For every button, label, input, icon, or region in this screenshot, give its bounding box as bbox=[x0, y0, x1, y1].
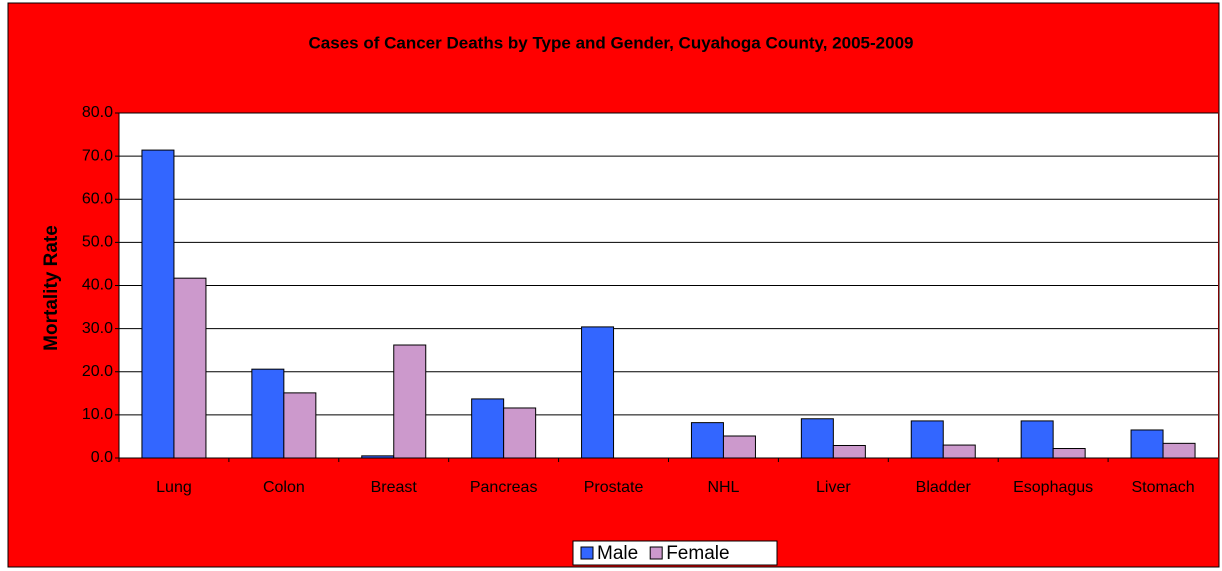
bar bbox=[471, 398, 505, 459]
bar bbox=[690, 422, 724, 459]
bar bbox=[503, 407, 537, 459]
bar bbox=[910, 420, 944, 459]
y-tick-label: 40.0 bbox=[82, 277, 113, 294]
legend-label: Male bbox=[597, 543, 638, 564]
x-tick-label: Breast bbox=[371, 479, 418, 496]
legend-swatch bbox=[649, 546, 663, 560]
x-tick-label: NHL bbox=[707, 479, 739, 496]
x-tick-label: Pancreas bbox=[470, 479, 538, 496]
bar bbox=[581, 326, 615, 459]
y-axis-label: Mortality Rate bbox=[41, 225, 62, 351]
x-tick-label: Bladder bbox=[916, 479, 972, 496]
y-tick-label: 50.0 bbox=[82, 234, 113, 251]
legend-label: Female bbox=[666, 543, 729, 564]
bar bbox=[942, 444, 976, 459]
x-tick-label: Esophagus bbox=[1013, 479, 1093, 496]
legend-box bbox=[572, 540, 778, 566]
bar bbox=[1162, 442, 1196, 459]
bar bbox=[283, 392, 317, 459]
x-tick-label: Lung bbox=[156, 479, 192, 496]
bar bbox=[722, 435, 756, 459]
y-tick-label: 70.0 bbox=[82, 147, 113, 164]
bar bbox=[1020, 420, 1054, 459]
bar bbox=[251, 368, 285, 459]
y-tick-label: 30.0 bbox=[82, 320, 113, 337]
chart-title: Cases of Cancer Deaths by Type and Gende… bbox=[309, 33, 914, 52]
y-tick-label: 0.0 bbox=[91, 449, 113, 466]
y-tick-label: 60.0 bbox=[82, 190, 113, 207]
bar bbox=[800, 418, 834, 459]
x-tick-label: Liver bbox=[816, 479, 851, 496]
y-tick-label: 10.0 bbox=[82, 406, 113, 423]
x-tick-label: Colon bbox=[263, 479, 305, 496]
bar bbox=[1130, 429, 1164, 459]
bar bbox=[832, 444, 866, 459]
y-tick-label: 80.0 bbox=[82, 104, 113, 121]
x-tick-label: Stomach bbox=[1131, 479, 1194, 496]
x-tick-label: Prostate bbox=[584, 479, 644, 496]
legend-swatch bbox=[580, 546, 594, 560]
y-tick-label: 20.0 bbox=[82, 363, 113, 380]
bar bbox=[173, 277, 207, 459]
bar bbox=[141, 149, 175, 459]
bar bbox=[393, 344, 427, 459]
bar bbox=[1052, 448, 1086, 459]
